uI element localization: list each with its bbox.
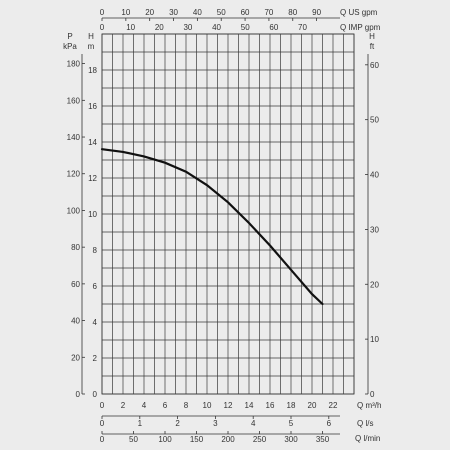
us-gpm-tick-label: 40 — [193, 8, 202, 17]
grid — [101, 33, 355, 395]
m-tick-label: 18 — [88, 66, 97, 75]
m-tick-label: 12 — [88, 174, 97, 183]
imp-gpm-tick-label: 70 — [298, 23, 307, 32]
ft-tick-label: 30 — [370, 225, 379, 234]
m3h-tick-label: 22 — [329, 401, 338, 410]
us-gpm-tick-label: 20 — [145, 8, 154, 17]
imp-gpm-tick-label: 40 — [212, 23, 221, 32]
kpa-tick-label: 120 — [67, 170, 81, 179]
m-tick-label: 10 — [88, 210, 97, 219]
kpa-axis-label-top: P — [67, 32, 72, 41]
kpa-tick-label: 0 — [76, 390, 81, 399]
imp-gpm-tick-label: 60 — [269, 23, 278, 32]
lmin-tick-label: 250 — [253, 435, 267, 444]
us-gpm-tick-label: 50 — [217, 8, 226, 17]
kpa-tick-label: 40 — [71, 317, 80, 326]
m-tick-label: 16 — [88, 102, 97, 111]
imp-gpm-tick-label: 20 — [155, 23, 164, 32]
ls-tick-label: 0 — [100, 419, 105, 428]
us-gpm-tick-label: 10 — [121, 8, 130, 17]
m-axis-label-top: H — [88, 32, 94, 41]
us-gpm-axis-label: Q US gpm — [340, 8, 378, 17]
lmin-tick-label: 0 — [100, 435, 105, 444]
ls-tick-label: 4 — [251, 419, 256, 428]
lmin-axis-label: Q l/min — [355, 434, 380, 443]
ft-axis-label-bottom: ft — [370, 42, 375, 51]
imp-gpm-tick-label: 30 — [183, 23, 192, 32]
kpa-axis-label-bottom: kPa — [63, 42, 77, 51]
ls-axis-label: Q l/s — [357, 419, 373, 428]
ls-tick-label: 6 — [327, 419, 332, 428]
us-gpm-tick-label: 70 — [264, 8, 273, 17]
m3h-tick-label: 6 — [163, 401, 168, 410]
kpa-tick-label: 160 — [67, 96, 81, 105]
performance-curve-layer — [100, 148, 324, 306]
ft-tick-label: 20 — [370, 280, 379, 289]
imp-gpm-tick-label: 10 — [126, 23, 135, 32]
lmin-tick-label: 200 — [221, 435, 235, 444]
ft-axis-label-top: H — [369, 32, 375, 41]
lmin-tick-label: 300 — [284, 435, 298, 444]
lmin-tick-label: 350 — [316, 435, 330, 444]
m-tick-label: 2 — [93, 354, 98, 363]
us-gpm-tick-label: 30 — [169, 8, 178, 17]
kpa-tick-label: 100 — [67, 206, 81, 215]
m3h-tick-label: 8 — [184, 401, 189, 410]
m3h-tick-label: 20 — [308, 401, 317, 410]
us-gpm-tick-label: 0 — [100, 8, 105, 17]
axes — [81, 17, 369, 435]
ls-tick-label: 5 — [289, 419, 294, 428]
m3h-tick-label: 0 — [100, 401, 105, 410]
m3h-tick-label: 18 — [287, 401, 296, 410]
ft-tick-label: 60 — [370, 61, 379, 70]
lmin-tick-label: 150 — [190, 435, 204, 444]
kpa-tick-label: 80 — [71, 243, 80, 252]
ft-tick-label: 0 — [370, 390, 375, 399]
us-gpm-tick-label: 90 — [312, 8, 321, 17]
ls-tick-label: 2 — [175, 419, 180, 428]
ls-tick-label: 1 — [138, 419, 143, 428]
m-tick-label: 4 — [93, 318, 98, 327]
us-gpm-tick-label: 60 — [241, 8, 250, 17]
m3h-tick-label: 16 — [266, 401, 275, 410]
m-tick-label: 6 — [93, 282, 98, 291]
axis-labels: 020406080100120140160180PkPa024681012141… — [63, 8, 381, 444]
m-tick-label: 14 — [88, 138, 97, 147]
ft-tick-label: 50 — [370, 116, 379, 125]
imp-gpm-tick-label: 0 — [100, 23, 105, 32]
kpa-tick-label: 180 — [67, 60, 81, 69]
kpa-tick-label: 60 — [71, 280, 80, 289]
ft-tick-label: 10 — [370, 335, 379, 344]
ls-tick-label: 3 — [213, 419, 218, 428]
lmin-tick-label: 50 — [129, 435, 138, 444]
plot-frame — [101, 33, 355, 395]
m3h-tick-label: 4 — [142, 401, 147, 410]
m3h-axis-label: Q m³/h — [357, 401, 381, 410]
us-gpm-tick-label: 80 — [288, 8, 297, 17]
m3h-tick-label: 14 — [245, 401, 254, 410]
kpa-tick-label: 20 — [71, 353, 80, 362]
kpa-tick-label: 140 — [67, 133, 81, 142]
ft-tick-label: 40 — [370, 171, 379, 180]
performance-curve — [100, 148, 324, 306]
imp-gpm-tick-label: 50 — [241, 23, 250, 32]
m3h-tick-label: 10 — [203, 401, 212, 410]
m-tick-label: 8 — [93, 246, 98, 255]
lmin-tick-label: 100 — [158, 435, 172, 444]
m-tick-label: 0 — [93, 390, 98, 399]
m-axis-label-bottom: m — [88, 42, 95, 51]
imp-gpm-axis-label: Q IMP gpm — [340, 23, 381, 32]
m3h-tick-label: 2 — [121, 401, 126, 410]
m3h-tick-label: 12 — [224, 401, 233, 410]
